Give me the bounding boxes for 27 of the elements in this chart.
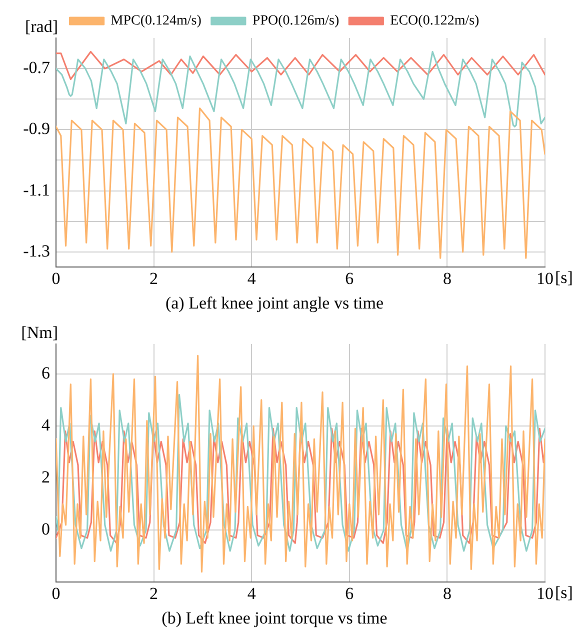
x-tick-label: 10 (536, 268, 554, 288)
x-tick-label: 2 (150, 268, 158, 288)
x-tick-label: 2 (150, 584, 158, 603)
x-axis-title: [s] (555, 583, 573, 602)
legend-label: PPO(0.126m/s) (252, 14, 340, 29)
x-tick-label: 4 (247, 584, 256, 603)
y-tick-label: -0.7 (23, 58, 50, 78)
y-axis-title: [rad] (24, 16, 58, 36)
y-tick-label: -0.9 (23, 119, 50, 138)
x-tick-label: 4 (247, 268, 256, 288)
y-tick-label: -1.3 (23, 241, 50, 260)
y-tick-label: 4 (42, 415, 50, 434)
y-axis-title: [Nm] (21, 322, 58, 342)
legend-label: ECO(0.122m/s) (390, 14, 480, 29)
x-tick-label: 6 (345, 268, 354, 288)
text: (b) Left knee joint torque vs time (162, 608, 388, 628)
x-tick-label: 8 (442, 268, 452, 288)
legend-label: MPC(0.124m/s) (110, 14, 202, 29)
y-tick-label: 0 (42, 520, 50, 539)
x-tick-label: 10 (536, 584, 554, 603)
text: (a) Left knee joint angle vs time (165, 293, 384, 312)
y-tick-label: 2 (42, 468, 50, 487)
y-tick-label: -1.1 (23, 180, 50, 200)
x-axis-title: [s] (555, 268, 573, 288)
x-tick-label: 6 (345, 584, 354, 603)
x-tick-label: 8 (442, 584, 452, 603)
y-tick-label: 6 (42, 363, 50, 382)
